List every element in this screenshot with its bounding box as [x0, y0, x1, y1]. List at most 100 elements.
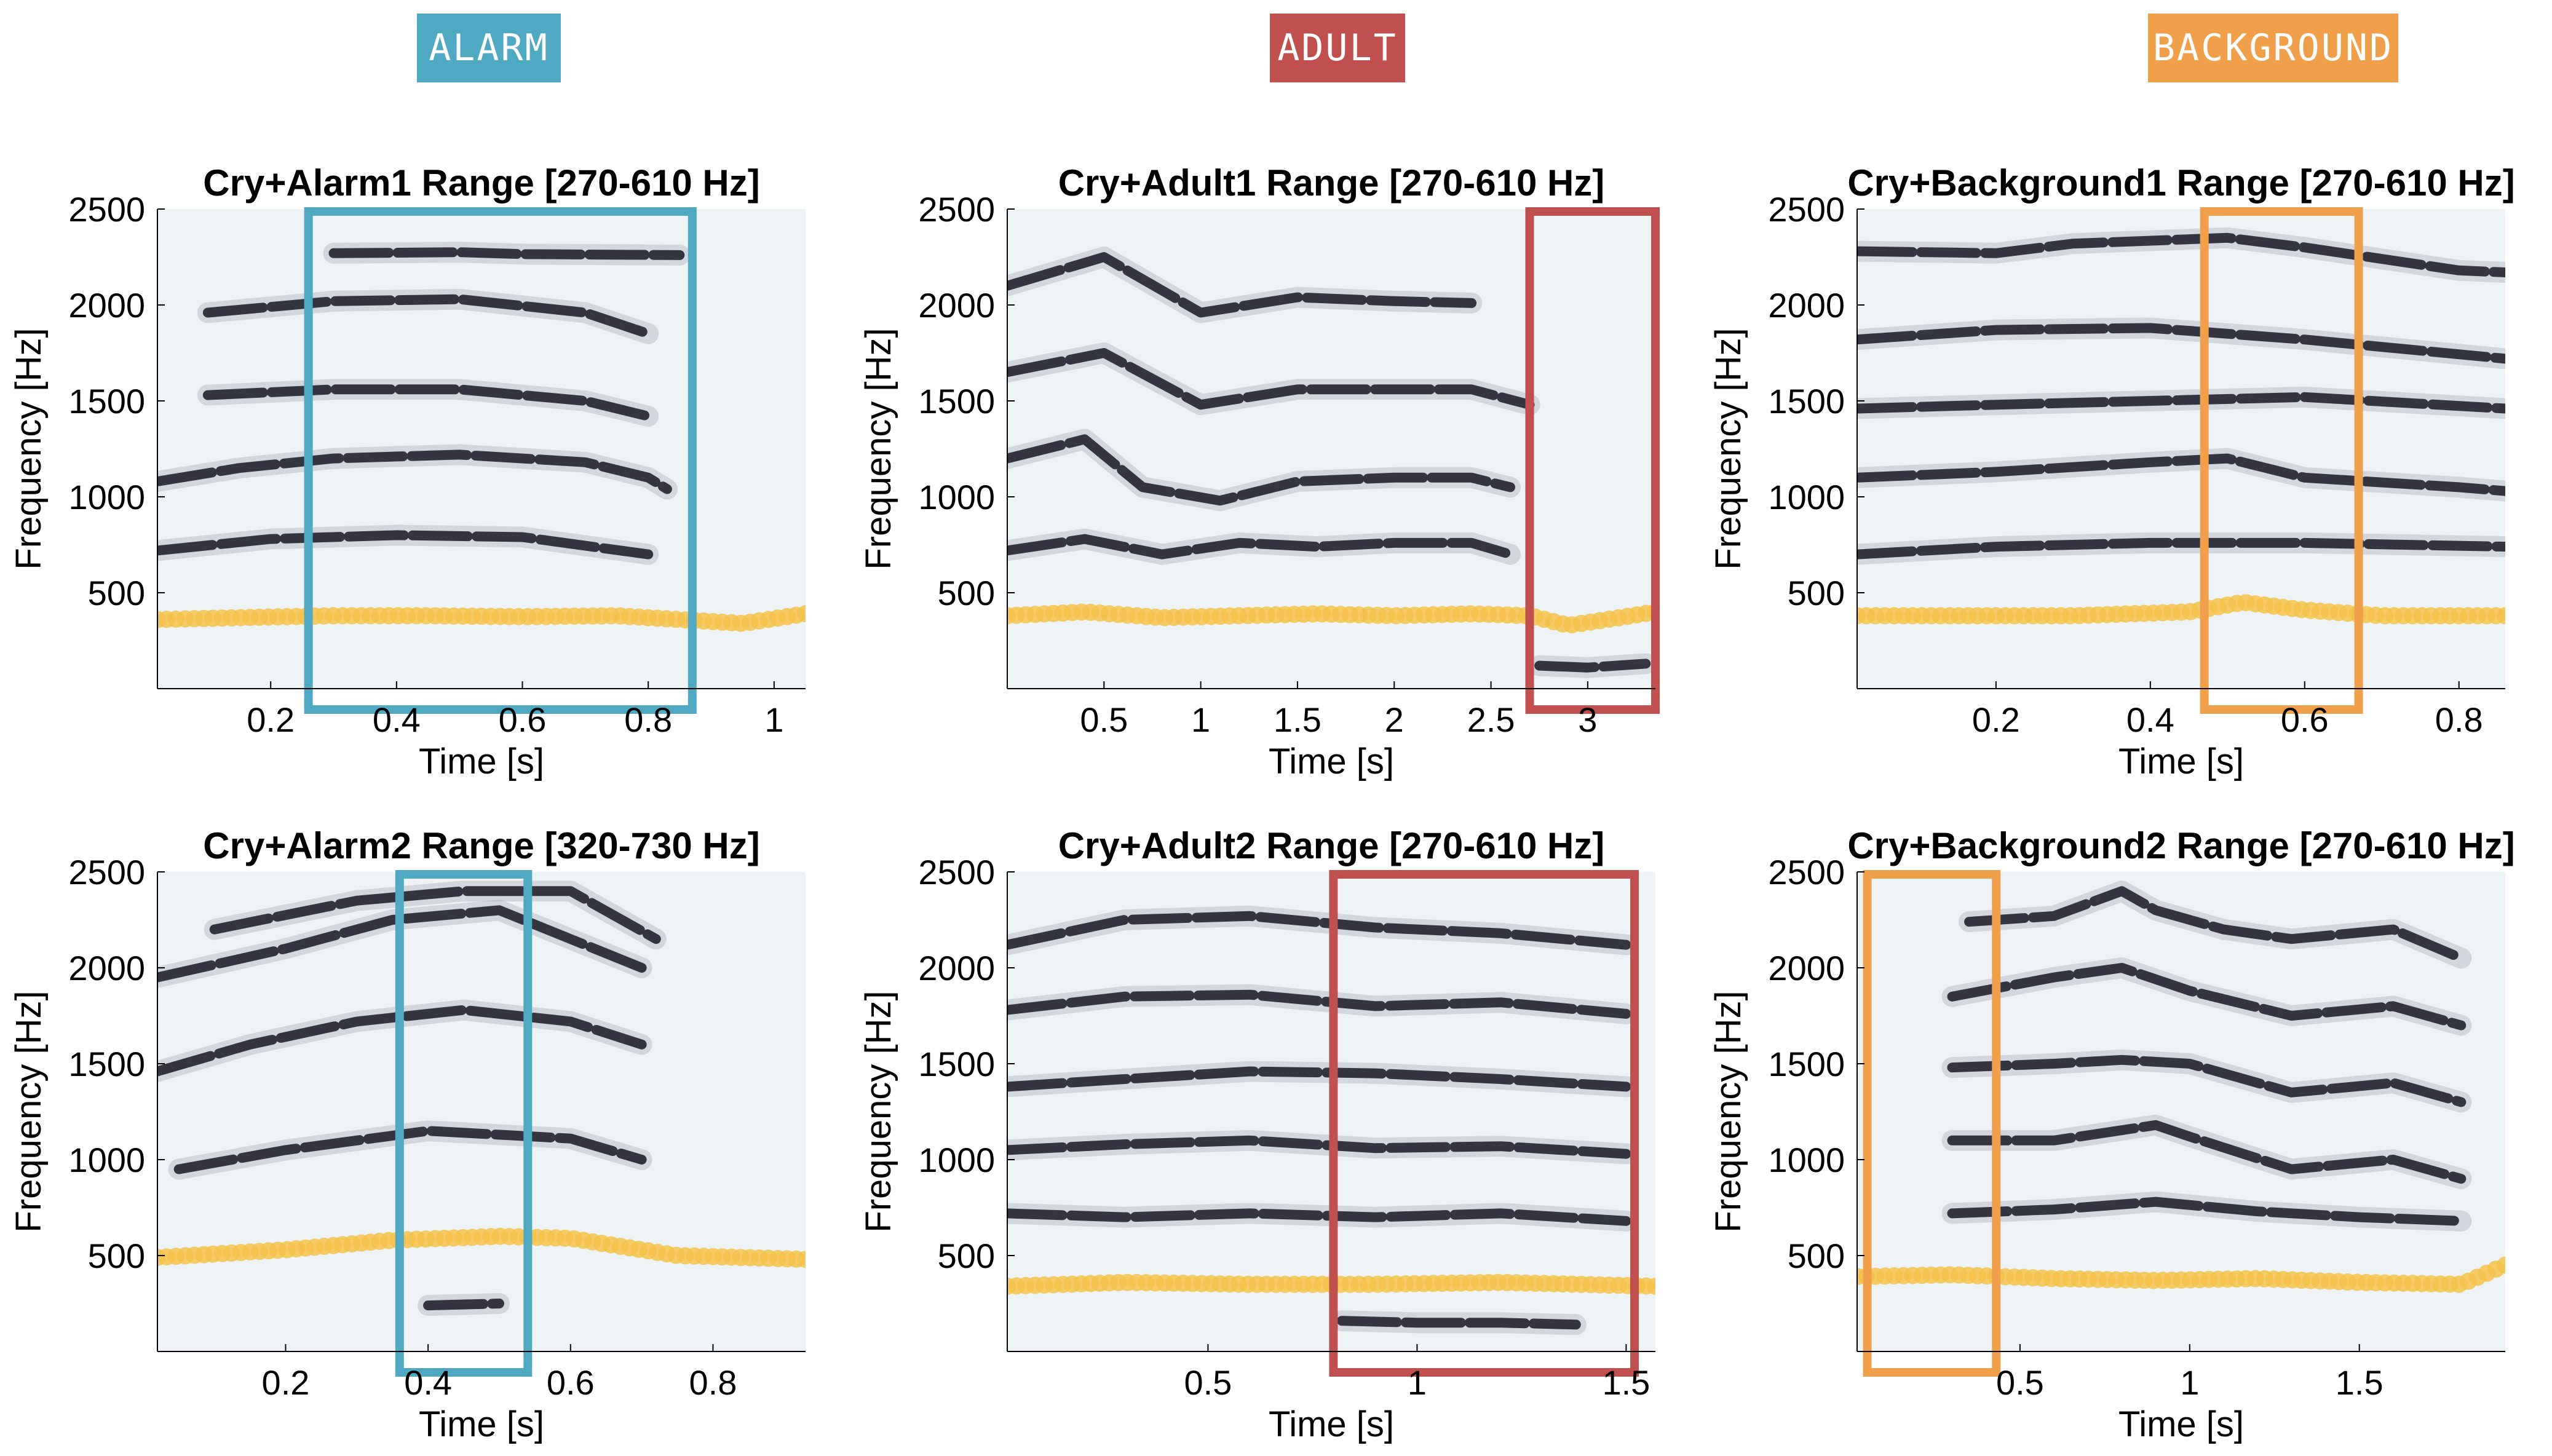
y-axis-label: Frequency [Hz]: [858, 991, 898, 1232]
x-axis-label: Time [s]: [419, 742, 544, 781]
y-tick-label: 1500: [68, 382, 145, 421]
harmonic-band: [1007, 1135, 1631, 1159]
harmonic-band: [157, 449, 672, 494]
y-axis-label: Frequency [Hz]: [858, 328, 898, 569]
x-tick-label: 0.8: [689, 1363, 737, 1402]
spectrogram-panel-1: 500 1000 1500 2000 2500 0.2 0.4 0.6 0.8 1 Cry+Alar…: [9, 162, 806, 781]
x-tick-label: 0.8: [2435, 700, 2483, 739]
chart-title: Cry+Background2 Range [270-610 Hz]: [1847, 825, 2514, 866]
x-tick-label: 0.6: [547, 1363, 595, 1402]
chart-title: Cry+Alarm1 Range [270-610 Hz]: [203, 162, 759, 204]
harmonic-band: [1947, 1197, 2467, 1226]
x-tick-label: 3: [1578, 700, 1597, 739]
plot-content: [1857, 880, 2505, 1293]
harmonic-band: [1007, 252, 1477, 318]
harmonic-band: [1857, 232, 2505, 277]
highlight-box-background: [1863, 870, 2001, 1377]
x-tick-label: 1: [2180, 1363, 2199, 1402]
plot-content: [1007, 247, 1655, 678]
x-axis-label: Time [s]: [2118, 742, 2244, 781]
x-tick-label: 1: [1191, 700, 1210, 739]
y-axis-label: Frequency [Hz]: [9, 328, 49, 569]
y-tick-label: 2000: [68, 949, 145, 987]
x-axis-label: Time [s]: [419, 1404, 544, 1444]
y-tick-label: 1000: [1768, 478, 1845, 516]
harmonic-band: [1857, 453, 2505, 496]
harmonic-band: [202, 294, 654, 339]
highlight-box-alarm: [395, 870, 533, 1377]
y-tick-label: 1500: [68, 1045, 145, 1083]
spectrogram-panel-5: 500 1000 1500 2000 2500 0.5 1 1.5 Cry+Adult2 Ran…: [858, 825, 1655, 1444]
y-tick-label: 2000: [918, 949, 995, 987]
harmonic-band: [157, 530, 654, 560]
y-axis-label: Frequency [Hz]: [1708, 991, 1748, 1232]
x-tick-label: 1.5: [1602, 1363, 1650, 1402]
harmonic-band: [157, 905, 647, 983]
y-tick-label: 2000: [1768, 949, 1845, 987]
y-tick-label: 500: [1788, 1236, 1845, 1275]
highlight-box-background: [2200, 207, 2363, 714]
y-tick-label: 500: [938, 574, 995, 612]
plot-area: [157, 872, 806, 1351]
highlight-box-adult: [1525, 207, 1660, 714]
f0-point: [2497, 1256, 2505, 1274]
x-tick-label: 0.5: [1184, 1363, 1232, 1402]
harmonic-band: [1857, 392, 2505, 414]
f0-point: [797, 605, 806, 623]
y-tick-label: 500: [88, 1236, 145, 1275]
x-axis-label: Time [s]: [1269, 742, 1394, 781]
x-tick-label: 0.5: [1996, 1363, 2044, 1402]
harmonic-band: [1007, 534, 1515, 560]
x-tick-label: 0.2: [1972, 700, 2020, 739]
x-tick-label: 0.5: [1080, 700, 1128, 739]
y-tick-label: 2500: [918, 190, 995, 229]
spectrogram-panel-6: 500 1000 1500 2000 2500 0.5 1 1.5 Cry+Background…: [1708, 825, 2515, 1444]
x-tick-label: 0.2: [262, 1363, 310, 1402]
harmonic-band: [1947, 1054, 2467, 1107]
x-tick-label: 1: [1408, 1363, 1427, 1402]
x-tick-label: 0.4: [2126, 700, 2174, 739]
harmonic-band: [328, 247, 685, 260]
plot-content: [157, 880, 806, 1316]
harmonic-band: [209, 886, 661, 944]
y-tick-label: 2500: [68, 190, 145, 229]
spectrogram-panel-2: 500 1000 1500 2000 2500 0.5 1 1.5 2 2.5 3 Cry+Adult…: [858, 162, 1660, 781]
y-tick-label: 2000: [68, 286, 145, 325]
spectrogram-panel-4: 500 1000 1500 2000 2500 0.2 0.4 0.6 0.8 Cry+Alarm…: [9, 825, 806, 1444]
y-tick-label: 2500: [1768, 853, 1845, 892]
harmonic-band: [423, 1299, 504, 1311]
chart-title: Cry+Alarm2 Range [320-730 Hz]: [203, 825, 759, 866]
spectrogram-panel-3: 500 1000 1500 2000 2500 0.2 0.4 0.6 0.8 Cry+Backg…: [1708, 162, 2515, 781]
y-axis-label: Frequency [Hz]: [9, 991, 49, 1232]
category-label-alarm: ALARM: [417, 14, 561, 82]
y-tick-label: 1000: [918, 1141, 995, 1179]
y-tick-label: 2500: [918, 853, 995, 892]
x-tick-label: 0.4: [373, 700, 421, 739]
y-tick-label: 1000: [68, 1141, 145, 1179]
y-tick-label: 2500: [1768, 190, 1845, 229]
x-tick-label: 2.5: [1467, 700, 1515, 739]
x-tick-label: 0.8: [624, 700, 672, 739]
y-tick-label: 2000: [1768, 286, 1845, 325]
harmonic-band: [1857, 537, 2505, 560]
f0-point: [2497, 607, 2505, 625]
highlight-box-adult: [1329, 870, 1639, 1377]
harmonic-band: [202, 384, 654, 421]
plot-content: [1857, 227, 2505, 625]
f0-point: [797, 1251, 806, 1268]
x-tick-label: 0.6: [2281, 700, 2329, 739]
harmonic-band: [157, 1005, 647, 1077]
harmonic-band: [1947, 963, 2467, 1031]
y-tick-label: 1500: [1768, 382, 1845, 421]
y-tick-label: 1000: [68, 478, 145, 516]
harmonic-band: [1534, 659, 1651, 673]
chart-title: Cry+Adult1 Range [270-610 Hz]: [1058, 162, 1605, 204]
harmonic-band: [1007, 1066, 1631, 1092]
x-axis-label: Time [s]: [1269, 1404, 1394, 1444]
chart-title: Cry+Background1 Range [270-610 Hz]: [1847, 162, 2514, 204]
y-tick-label: 500: [938, 1236, 995, 1275]
y-tick-label: 500: [1788, 574, 1845, 612]
harmonic-band: [1007, 911, 1631, 950]
